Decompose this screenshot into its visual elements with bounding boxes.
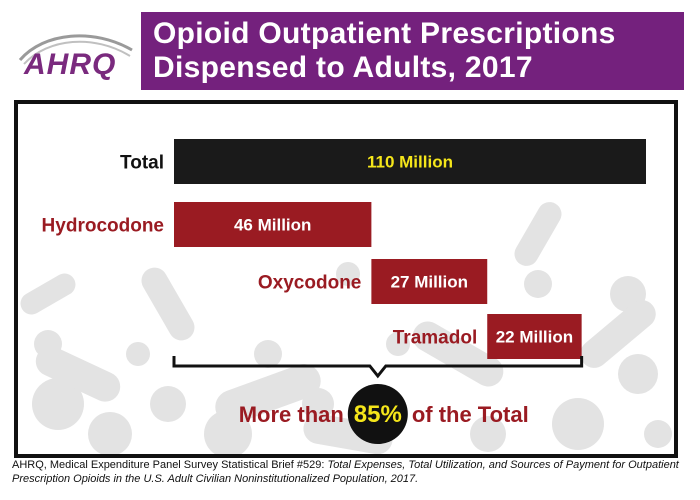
title-banner: Opioid Outpatient Prescriptions Dispense… xyxy=(141,12,684,90)
pill-shape xyxy=(336,262,360,286)
bar-total xyxy=(174,139,646,184)
pill-shape xyxy=(644,420,672,448)
value-label-tramadol: 22 Million xyxy=(496,328,573,347)
annotation-prefix: More than xyxy=(239,402,344,427)
pill-shape xyxy=(141,267,195,341)
highlight-circle xyxy=(347,384,408,444)
annotation-highlight: 85% xyxy=(354,401,402,428)
pill-shape xyxy=(126,342,150,366)
category-label-total: Total xyxy=(120,153,164,174)
ahrq-logo: AHRQ xyxy=(14,20,136,98)
pill-shape xyxy=(32,378,84,430)
background-pills xyxy=(20,202,672,454)
caption-title: Total Expenses, Total Utilization, and S… xyxy=(12,459,679,485)
bracket xyxy=(172,356,584,379)
pill-shape xyxy=(524,270,552,298)
bar-oxycodone xyxy=(371,259,488,304)
pill-shape xyxy=(580,300,656,368)
bar-hydrocodone xyxy=(174,202,372,247)
category-label-hydrocodone: Hydrocodone xyxy=(42,216,164,237)
pill-shape xyxy=(35,346,121,402)
pill-shape xyxy=(618,354,658,394)
pill-shape xyxy=(20,273,76,315)
pill-shape xyxy=(150,386,186,422)
pill-shape xyxy=(514,202,562,266)
chart-area: Total 110 Million Hydrocodone 46 Million Oxy… xyxy=(42,139,646,444)
title-line-1: Opioid Outpatient Prescriptions xyxy=(153,17,616,50)
pill-shape xyxy=(470,416,506,452)
pill-shape xyxy=(254,340,282,368)
value-label-oxycodone: 27 Million xyxy=(391,273,468,292)
pill-shape xyxy=(88,412,132,454)
pill-shape xyxy=(412,321,504,387)
source-caption: AHRQ, Medical Expenditure Panel Survey S… xyxy=(12,458,692,486)
pill-shape xyxy=(552,398,604,450)
chart-frame: Total 110 Million Hydrocodone 46 Million Oxy… xyxy=(14,100,678,458)
pill-shape xyxy=(215,364,321,424)
category-label-tramadol: Tramadol xyxy=(393,328,477,349)
value-label-total: 110 Million xyxy=(367,153,453,172)
title-line-2: Dispensed to Adults, 2017 xyxy=(153,51,533,84)
logo-swoosh-icon xyxy=(18,34,133,65)
bar-tramadol xyxy=(487,314,582,359)
value-label-hydrocodone: 46 Million xyxy=(234,216,311,235)
annotation-suffix: of the Total xyxy=(412,402,529,427)
category-label-oxycodone: Oxycodone xyxy=(258,273,361,294)
logo-text: AHRQ xyxy=(24,48,117,81)
pill-shape xyxy=(386,332,410,356)
caption-source: AHRQ, Medical Expenditure Panel Survey S… xyxy=(12,459,328,471)
